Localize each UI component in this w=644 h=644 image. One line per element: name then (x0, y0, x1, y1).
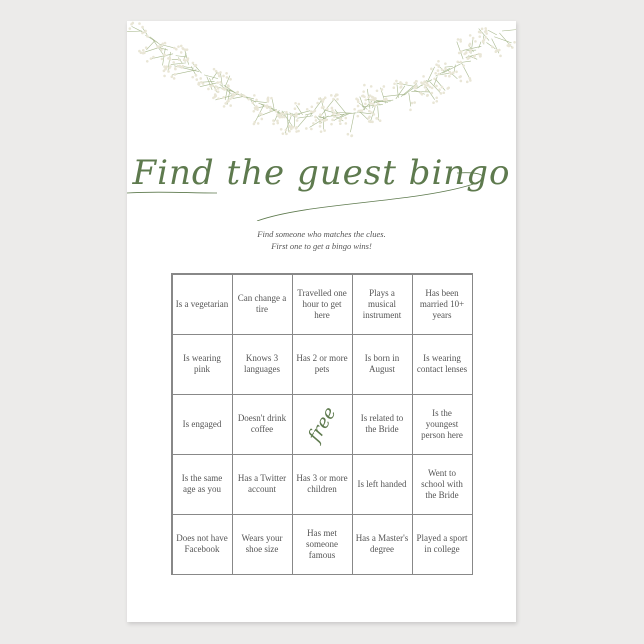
bingo-cell-text: Does not have Facebook (176, 533, 228, 554)
bingo-cell-text: Played a sport in college (416, 533, 468, 554)
bingo-cell-text: Is a vegetarian (175, 298, 229, 309)
bingo-cell: Doesn't drink coffee (231, 393, 293, 455)
bingo-cell: Has 2 or more pets (291, 333, 353, 395)
bingo-cell: Played a sport in college (411, 513, 473, 575)
bingo-cell-text: Doesn't drink coffee (237, 413, 287, 434)
bingo-cell: Can change a tire (231, 273, 293, 335)
bingo-cell-text: Is the same age as you (181, 473, 223, 494)
bingo-cell-text: Is left handed (357, 478, 407, 489)
bingo-cell-text: Can change a tire (237, 293, 287, 314)
bingo-cell-text: Is born in August (364, 353, 400, 374)
bingo-cell-text: Is wearing contact lenses (416, 353, 468, 374)
title-flourish (127, 172, 484, 221)
bingo-grid: Is a vegetarian Can change a tire Travelle… (171, 273, 473, 575)
bingo-cell-text: Has met someone famous (306, 527, 338, 560)
instructions-line-1: Find someone who matches the clues. (257, 229, 386, 239)
instructions: Find someone who matches the clues. Firs… (127, 228, 516, 252)
bingo-cell-free: free (291, 393, 353, 455)
bingo-cell-text: Is engaged (182, 418, 222, 429)
title: Find the guest bingo (132, 153, 511, 193)
bingo-cell: Travelled one hour to get here (291, 273, 353, 335)
babys-breath-wreath-illustration (127, 21, 516, 138)
bingo-cell-text: Is related to the Bride (360, 413, 404, 434)
bingo-cell-text: Has a Master's degree (355, 533, 409, 554)
bingo-cell: Is left handed (351, 453, 413, 515)
bingo-cell: Plays a musical instrument (351, 273, 413, 335)
bingo-cell: Is related to the Bride (351, 393, 413, 455)
bingo-cell: Is the youngest person here (411, 393, 473, 455)
bingo-cell-text: free (303, 402, 341, 446)
bingo-cell-text: Has 3 or more children (296, 473, 348, 494)
bingo-cell: Has met someone famous (291, 513, 353, 575)
bingo-cell: Has been married 10+ years (411, 273, 473, 335)
bingo-cell: Went to school with the Bride (411, 453, 473, 515)
bingo-cell-text: Wears your shoe size (241, 533, 283, 554)
bingo-cell: Has a Twitter account (231, 453, 293, 515)
bingo-cell: Wears your shoe size (231, 513, 293, 575)
bingo-cell: Has a Master's degree (351, 513, 413, 575)
bingo-cell: Is wearing pink (171, 333, 233, 395)
bingo-cell-text: Is the youngest person here (421, 407, 463, 440)
bingo-cell: Is engaged (171, 393, 233, 455)
bingo-cell: Is born in August (351, 333, 413, 395)
bingo-cell-text: Has 2 or more pets (296, 353, 348, 374)
bingo-cell-text: Plays a musical instrument (362, 287, 402, 320)
bingo-cell: Knows 3 languages (231, 333, 293, 395)
bingo-cell: Is a vegetarian (171, 273, 233, 335)
bingo-cell: Has 3 or more children (291, 453, 353, 515)
bingo-cell-text: Is wearing pink (183, 353, 221, 374)
bingo-cell-text: Has a Twitter account (237, 473, 287, 494)
bingo-cell: Is wearing contact lenses (411, 333, 473, 395)
bingo-cell: Does not have Facebook (171, 513, 233, 575)
bingo-cell: Is the same age as you (171, 453, 233, 515)
bingo-cell-text: Has been married 10+ years (419, 287, 465, 320)
bingo-card: Find the guest bingo Find someone who ma… (127, 21, 516, 622)
bingo-cell-text: Travelled one hour to get here (297, 287, 347, 320)
bingo-cell-text: Knows 3 languages (244, 353, 280, 374)
bingo-cell-text: Went to school with the Bride (421, 467, 463, 500)
instructions-line-2: First one to get a bingo wins! (271, 241, 372, 251)
